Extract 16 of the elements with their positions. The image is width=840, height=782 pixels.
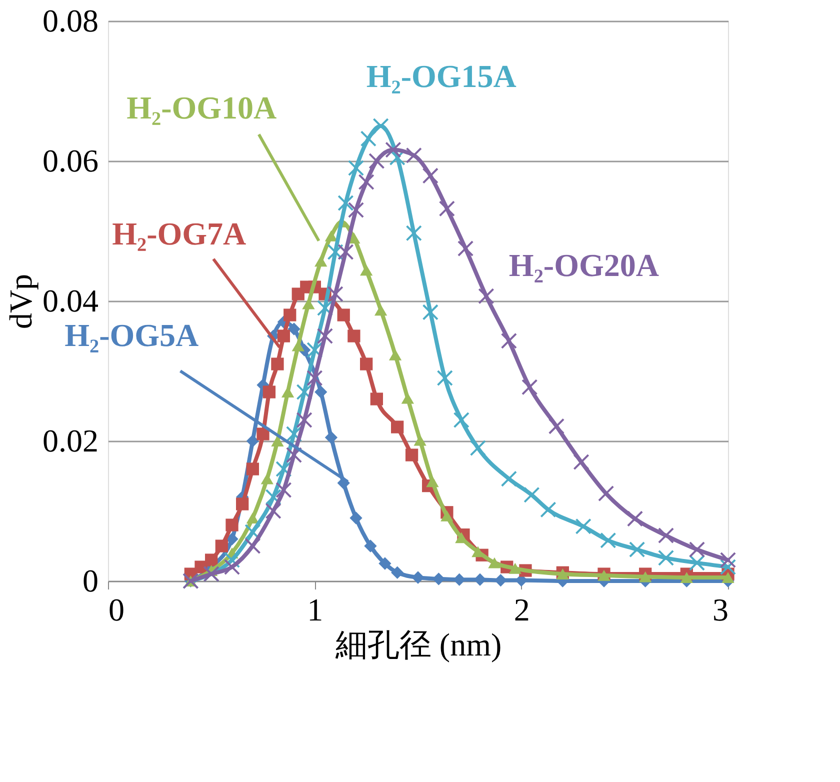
x-axis-title: 細孔径 (nm) [334, 626, 502, 662]
y-tick-label: 0.02 [42, 422, 98, 458]
series-label: H₂-OG20A [508, 247, 659, 283]
x-tick-label: 3 [712, 592, 728, 628]
x-tick-label: 0 [108, 592, 124, 628]
series-label: H₂-OG7A [112, 216, 246, 252]
x-tick-label: 1 [307, 592, 324, 628]
series-label: H₂-OG15A [366, 58, 516, 94]
text: H₂-OG5A [64, 317, 199, 353]
y-tick-label: 0.04 [42, 282, 98, 318]
text: H₂-OG10A [126, 90, 277, 126]
y-axis-title: dVp [2, 274, 38, 330]
y-tick-label: 0.06 [42, 142, 98, 178]
x-tick-label: 2 [514, 592, 530, 628]
y-tick-label: 0.08 [42, 2, 98, 38]
y-tick-label: 0 [82, 562, 98, 598]
